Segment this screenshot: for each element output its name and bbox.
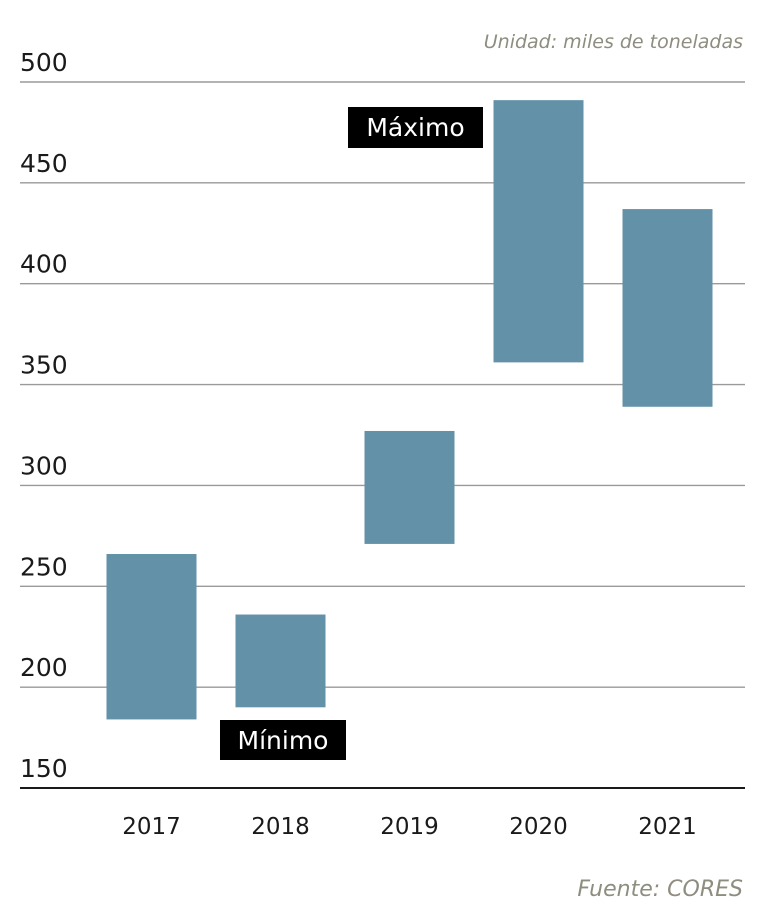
range-bars	[106, 100, 713, 720]
y-axis-ticks: 150 200 250 300 350 400 450 500	[20, 48, 68, 783]
y-tick-label-350: 350	[20, 351, 68, 380]
y-tick-label-500: 500	[20, 48, 68, 77]
y-tick-label-300: 300	[20, 451, 68, 480]
max-annotation-background	[348, 107, 483, 148]
x-tick-label-2017: 2017	[122, 814, 181, 840]
y-tick-label-250: 250	[20, 552, 68, 581]
x-tick-label-2018: 2018	[251, 814, 310, 840]
y-tick-label-150: 150	[20, 754, 68, 783]
y-tick-label-200: 200	[20, 653, 68, 682]
x-axis-ticks: 2017 2018 2019 2020 2021	[122, 814, 697, 840]
min-annotation-label: Mínimo	[238, 726, 329, 755]
min-annotation-background	[220, 720, 346, 760]
range-bar-2019	[364, 430, 455, 544]
range-bar-2021	[622, 209, 713, 407]
y-tick-label-450: 450	[20, 149, 68, 178]
unit-note: Unidad: miles de toneladas	[484, 31, 743, 53]
source-note: Fuente: CORES	[577, 877, 743, 902]
range-bar-2018	[235, 614, 326, 708]
y-tick-label-400: 400	[20, 250, 68, 279]
range-bar-2017	[106, 554, 197, 720]
x-tick-label-2020: 2020	[509, 814, 568, 840]
x-tick-label-2021: 2021	[638, 814, 697, 840]
max-annotation: Máximo	[348, 107, 483, 148]
x-tick-label-2019: 2019	[380, 814, 439, 840]
max-annotation-label: Máximo	[366, 113, 464, 142]
min-annotation: Mínimo	[220, 720, 346, 760]
range-bar-2020	[493, 100, 584, 363]
